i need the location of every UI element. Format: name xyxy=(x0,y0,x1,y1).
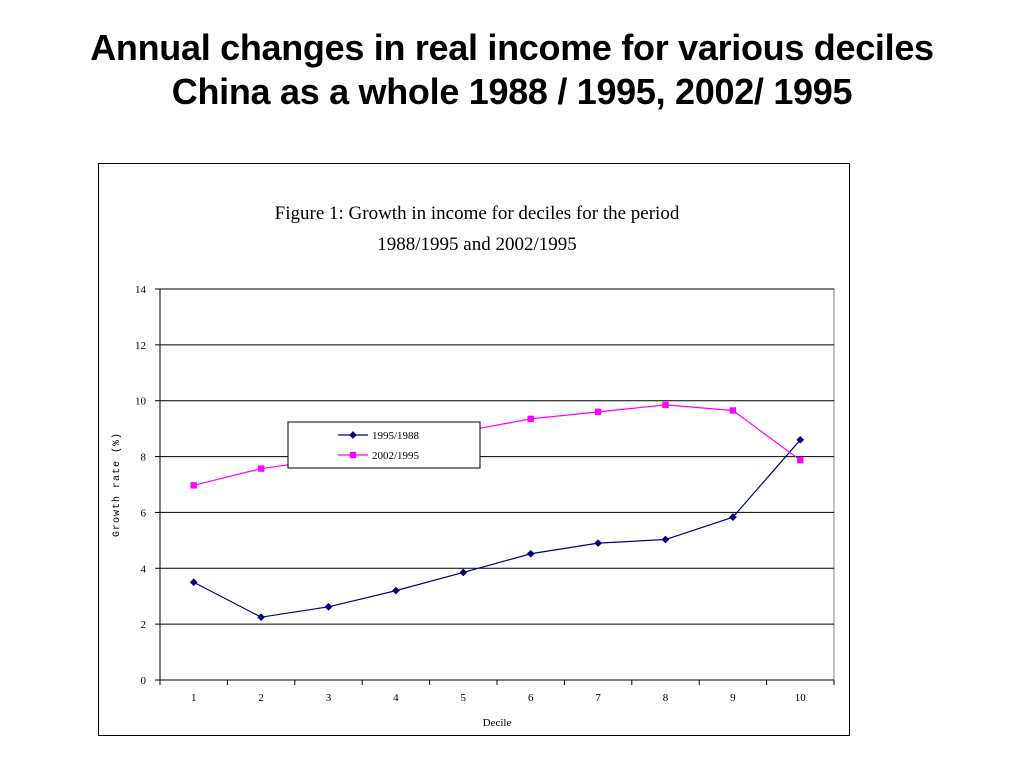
x-axis-label: Decile xyxy=(483,717,512,729)
chart-frame: Figure 1: Growth in income for deciles f… xyxy=(98,163,850,736)
y-tick-label: 12 xyxy=(135,340,146,352)
slide-title: Annual changes in real income for variou… xyxy=(90,27,934,112)
series-2-point xyxy=(190,482,197,489)
series-1-point xyxy=(189,578,198,587)
x-tick-label: 2 xyxy=(258,692,264,704)
series-2-point xyxy=(662,401,669,409)
series-1-point xyxy=(594,539,603,548)
line-chart: Figure 1: Growth in income for deciles f… xyxy=(111,203,835,729)
legend-marker-1 xyxy=(349,431,357,439)
series-1-point xyxy=(526,549,535,558)
x-tick-label: 5 xyxy=(461,692,467,704)
y-tick-label: 10 xyxy=(135,396,147,408)
y-tick-label: 2 xyxy=(141,619,147,631)
x-tick-label: 4 xyxy=(393,692,399,704)
series-line-1 xyxy=(193,439,801,618)
legend-box xyxy=(287,421,481,469)
x-tick-label: 7 xyxy=(595,692,601,704)
series-1-point xyxy=(257,613,266,622)
y-axis-label: Growth rate (%) xyxy=(111,432,123,537)
x-tick-label: 9 xyxy=(730,692,736,704)
legend-label-2: 2002/1995 xyxy=(372,450,420,462)
y-tick-label: 8 xyxy=(141,452,147,464)
legend-marker-2 xyxy=(349,451,357,459)
series-2-point xyxy=(594,408,602,416)
series-1-point xyxy=(728,513,737,522)
series-1-point xyxy=(391,586,400,595)
series-2-point xyxy=(257,465,265,472)
series-1-point xyxy=(661,535,670,544)
series-2-point xyxy=(527,415,534,423)
y-tick-label: 0 xyxy=(141,675,147,687)
chart-title-line: Figure 1: Growth in income for deciles f… xyxy=(275,203,680,224)
series-1-point xyxy=(324,602,333,611)
x-tick-label: 1 xyxy=(191,692,197,704)
y-tick-label: 6 xyxy=(141,507,147,519)
x-tick-label: 8 xyxy=(663,692,669,704)
x-tick-label: 3 xyxy=(326,692,332,704)
series-2-point xyxy=(729,407,737,414)
x-tick-label: 10 xyxy=(795,692,807,704)
y-tick-label: 14 xyxy=(135,284,147,296)
x-tick-label: 6 xyxy=(528,692,534,704)
plot-area xyxy=(159,288,835,681)
series-1-point xyxy=(796,435,805,444)
series-1-point xyxy=(459,568,468,577)
chart-title-line: 1988/1995 and 2002/1995 xyxy=(377,234,577,255)
y-tick-label: 4 xyxy=(141,563,147,575)
legend-label-1: 1995/1988 xyxy=(372,430,420,442)
series-2-point xyxy=(797,457,804,464)
